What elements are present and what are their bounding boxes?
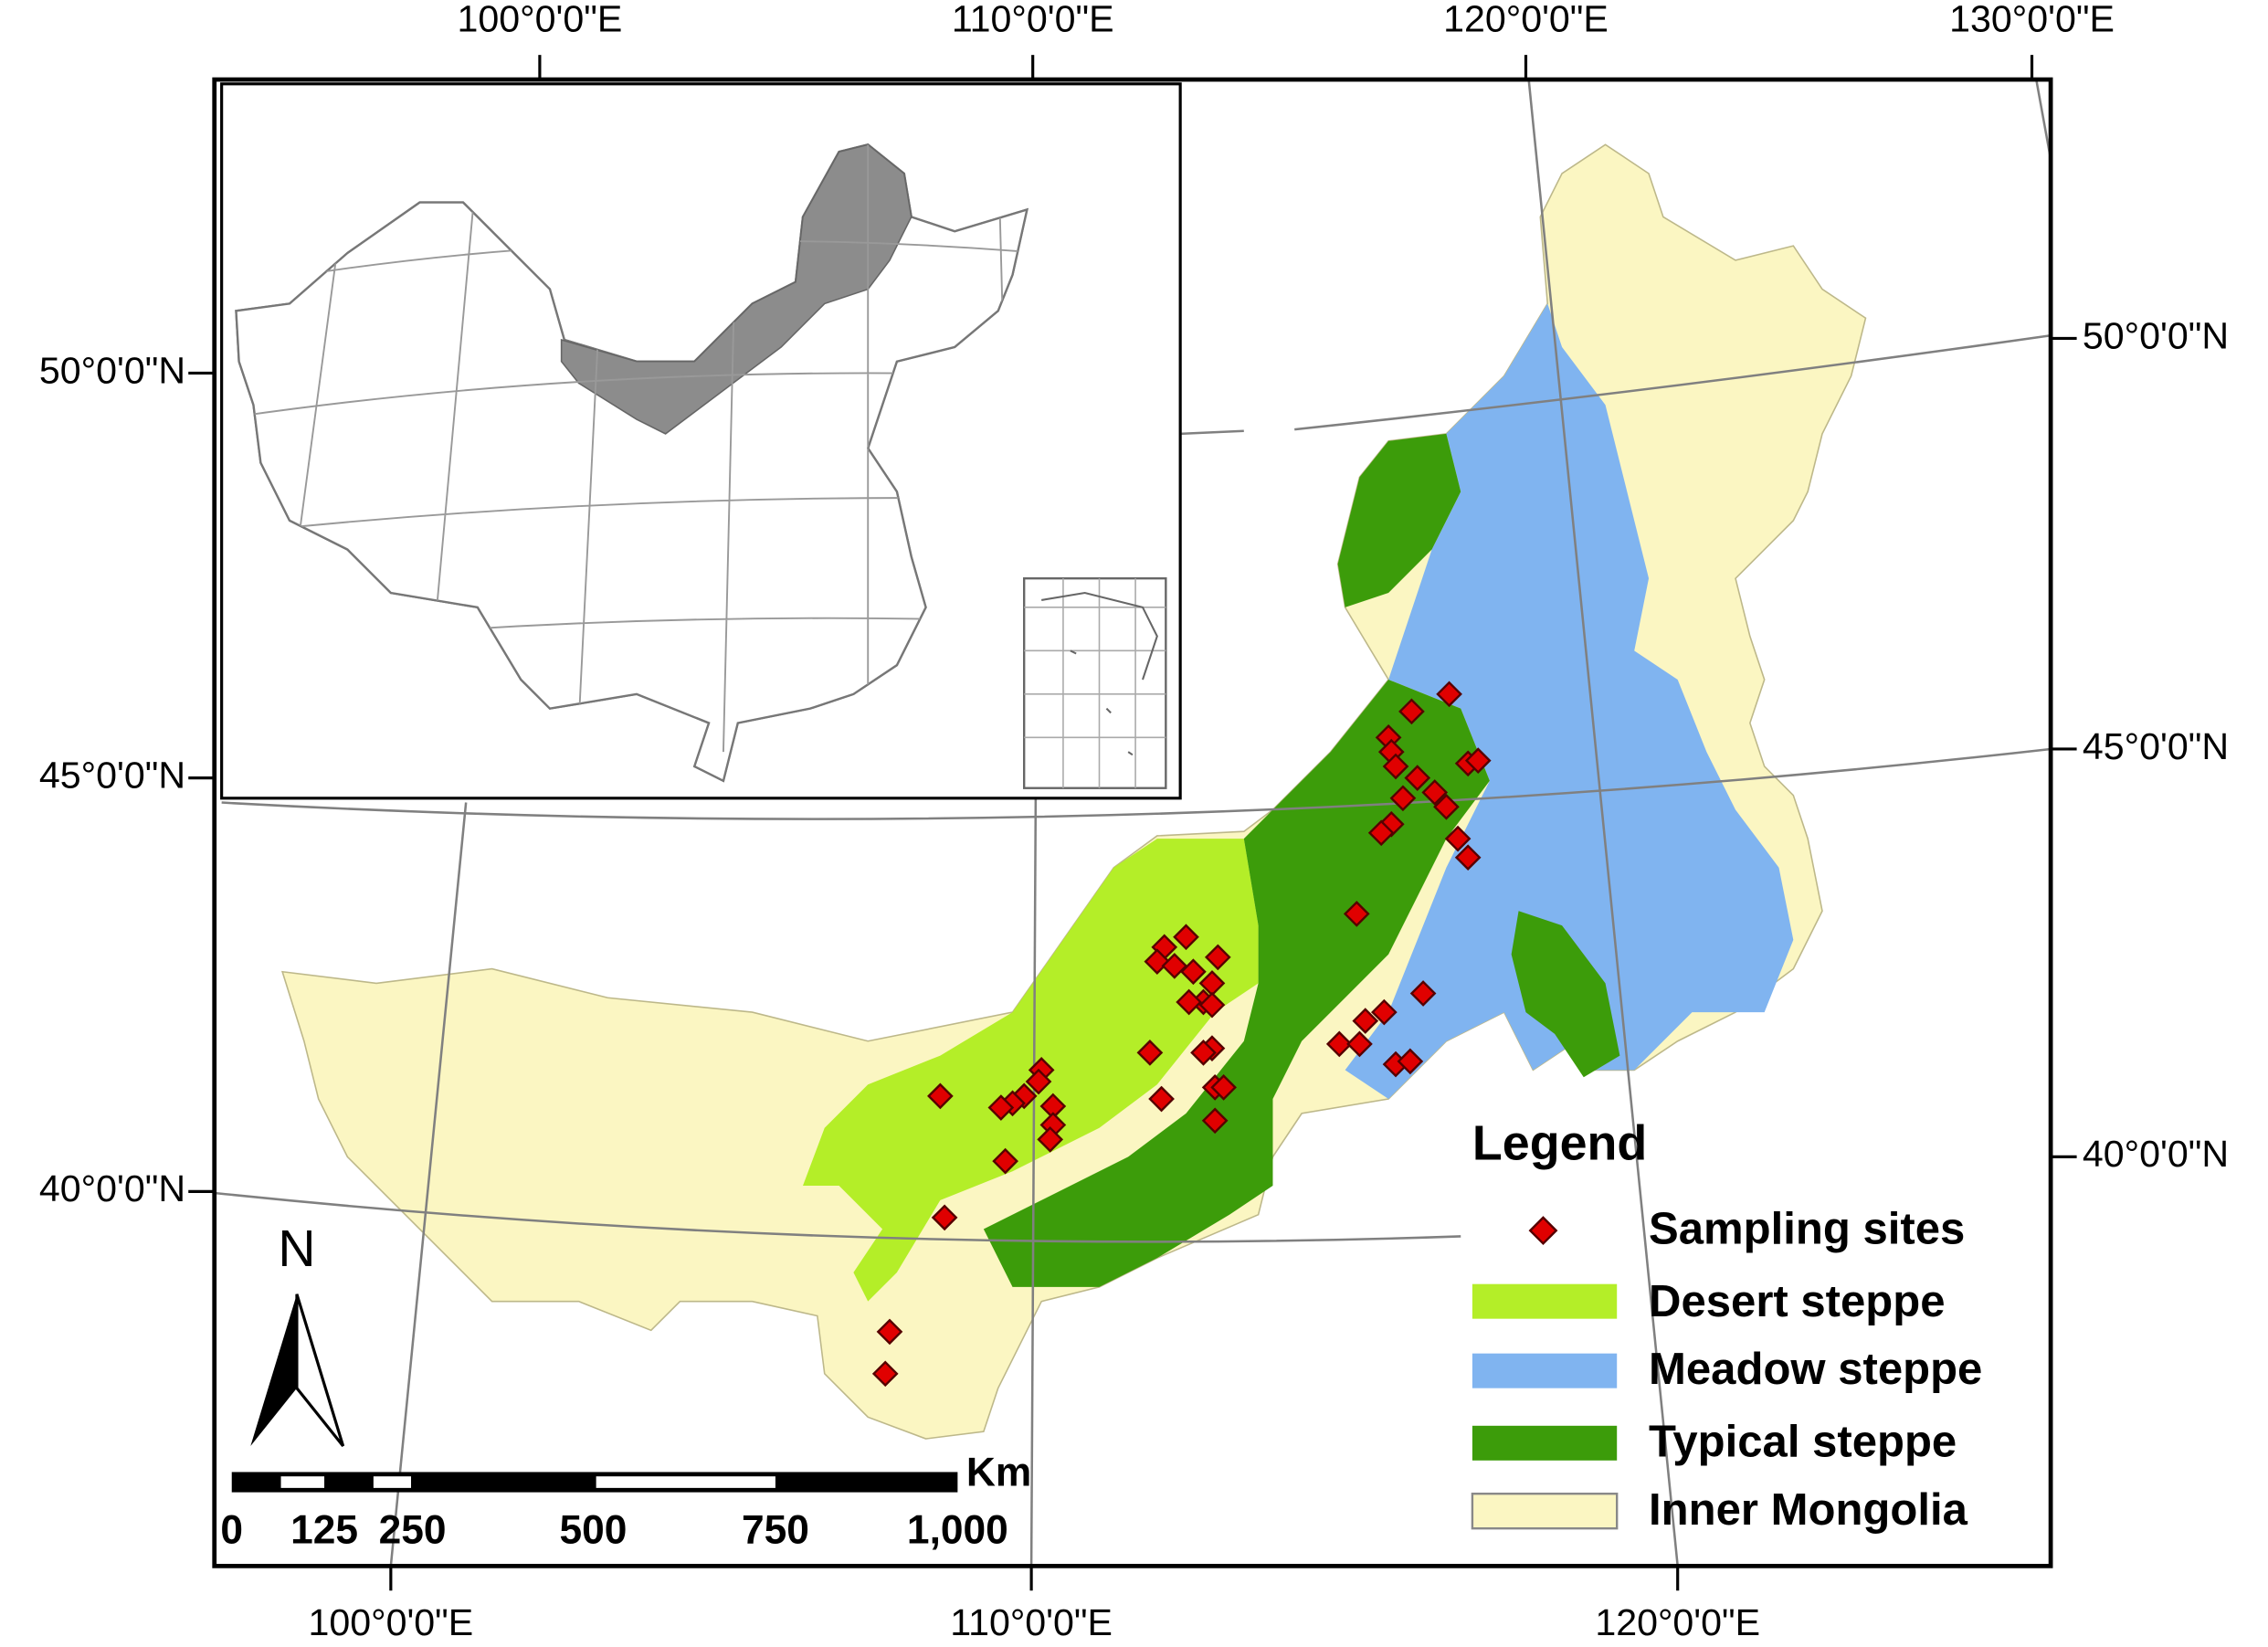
north-label: N <box>278 1219 315 1278</box>
sampling-site <box>1409 980 1437 1007</box>
inset-map <box>220 82 1182 800</box>
sampling-site <box>1180 958 1207 986</box>
map-frame <box>212 77 2053 1568</box>
graticule-ticks <box>188 55 2077 1591</box>
meridian-130 <box>2035 79 2052 160</box>
right-label: 50°0'0"N <box>2083 314 2229 356</box>
scale-label: 125 <box>290 1508 358 1553</box>
legend: Legend Sampling sites Desert steppe Mead… <box>1471 1116 1982 1535</box>
sampling-site <box>1190 1040 1217 1066</box>
sampling-site <box>1454 844 1482 871</box>
top-label: 110°0'0"E <box>952 0 1114 40</box>
scale-label: 500 <box>560 1508 628 1553</box>
legend-label: Sampling sites <box>1649 1205 1965 1254</box>
right-label: 45°0'0"N <box>2083 725 2229 767</box>
sampling-site <box>871 1360 899 1388</box>
sampling-site <box>1136 1040 1164 1066</box>
meadow-steppe <box>1345 303 1794 1100</box>
sampling-site <box>1464 747 1492 774</box>
inset-inner-mongolia <box>560 143 912 435</box>
bottom-label: 100°0'0"E <box>308 1601 473 1643</box>
sampling-site <box>931 1204 958 1231</box>
parallel-40 <box>214 1191 1461 1243</box>
left-label: 40°0'0"N <box>39 1167 185 1209</box>
sampling-site <box>1352 1008 1379 1034</box>
scale-label: 750 <box>742 1508 809 1553</box>
legend-site-symbol <box>1528 1216 1558 1246</box>
legend-meadow-swatch <box>1472 1353 1618 1388</box>
legend-label: Desert steppe <box>1649 1277 1946 1326</box>
sampling-site <box>1367 819 1395 847</box>
north-arrow: N <box>250 1219 345 1447</box>
sampling-site <box>1421 779 1449 806</box>
sampling-site <box>1433 793 1460 820</box>
sampling-site <box>1176 988 1202 1016</box>
scale-label: 1,000 <box>907 1508 1008 1553</box>
south-china-sea-inset <box>1023 576 1167 789</box>
bottom-label: 120°0'0"E <box>1595 1601 1760 1643</box>
sampling-site <box>1371 998 1398 1026</box>
meridian-110 <box>1029 797 1038 1567</box>
legend-inner-mongolia-swatch <box>1471 1493 1619 1530</box>
scale-label: 0 <box>220 1508 243 1553</box>
parallel-50 <box>1180 333 2052 436</box>
legend-label: Inner Mongolia <box>1649 1485 1968 1535</box>
sampling-site <box>1204 944 1231 971</box>
sampling-site <box>1343 901 1370 927</box>
top-label: 130°0'0"E <box>1949 0 2115 40</box>
map-body <box>214 79 2052 1567</box>
sampling-site <box>1389 785 1417 812</box>
legend-typical-swatch <box>1472 1425 1618 1461</box>
sampling-site <box>1444 825 1472 852</box>
sampling-sites <box>871 681 1492 1388</box>
sampling-site <box>1382 753 1409 780</box>
left-label: 50°0'0"N <box>39 349 185 391</box>
scale-label: 250 <box>379 1508 447 1553</box>
sampling-site <box>1025 1068 1052 1095</box>
legend-label: Meadow steppe <box>1649 1345 1982 1394</box>
meridian-100 <box>389 802 468 1567</box>
right-label: 40°0'0"N <box>2083 1133 2229 1175</box>
top-label: 100°0'0"E <box>458 0 623 40</box>
sampling-site <box>987 1094 1015 1121</box>
sampling-site <box>927 1082 954 1110</box>
sampling-site <box>1404 765 1431 791</box>
sampling-site <box>1398 698 1425 725</box>
sampling-site <box>1210 1074 1237 1101</box>
bottom-label: 110°0'0"E <box>950 1601 1113 1643</box>
legend-title: Legend <box>1472 1116 1647 1171</box>
sampling-site <box>1346 1030 1373 1058</box>
sampling-site <box>1397 1048 1424 1075</box>
sampling-site <box>1173 924 1199 951</box>
sampling-site <box>1198 991 1226 1019</box>
typical-steppe <box>983 433 1620 1287</box>
sampling-site <box>1201 1107 1229 1135</box>
sampling-site <box>992 1147 1018 1175</box>
scale-bar: Km 0 125 250 500 750 1,000 <box>220 1450 1031 1552</box>
left-label: 45°0'0"N <box>39 755 185 797</box>
scale-unit: Km <box>966 1450 1031 1494</box>
sampling-site <box>1037 1126 1064 1153</box>
top-label: 120°0'0"E <box>1443 0 1609 40</box>
sampling-site <box>876 1318 903 1346</box>
legend-desert-swatch <box>1472 1283 1618 1319</box>
sampling-site <box>1325 1030 1353 1058</box>
sampling-site <box>1436 681 1462 708</box>
meridian-120 <box>1527 79 1679 1567</box>
legend-label: Typical steppe <box>1649 1417 1957 1466</box>
parallel-45 <box>221 747 2052 820</box>
sampling-site <box>1148 1085 1175 1113</box>
